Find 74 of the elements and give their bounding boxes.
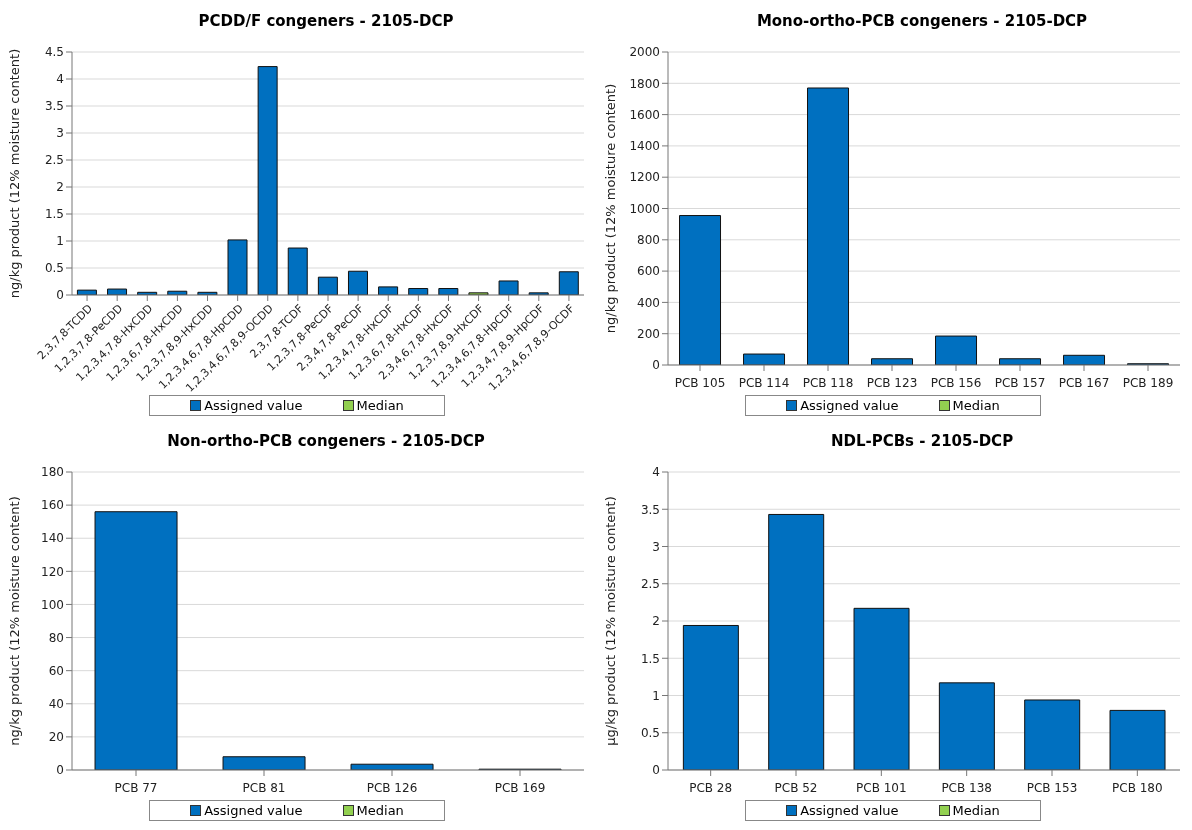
y-tick-label: 4 — [56, 72, 64, 87]
y-tick-label: 3.5 — [640, 502, 660, 517]
y-tick-label: 0.5 — [44, 261, 64, 276]
x-tick-label: PCB 126 — [366, 781, 418, 795]
y-tick-label: 3 — [652, 539, 660, 554]
x-tick-label: PCB 28 — [689, 781, 733, 795]
x-tick-label: PCB 153 — [1026, 781, 1078, 795]
y-tick-label: 0 — [652, 358, 660, 373]
chart-title: Mono-ortho-PCB congeners - 2105-DCP — [755, 11, 1089, 32]
y-tick-label: 120 — [41, 564, 64, 579]
y-tick-label: 1 — [652, 688, 660, 703]
y-tick-label: 60 — [48, 663, 64, 678]
y-tick-label: 800 — [637, 233, 660, 248]
y-tick-label: 1.5 — [640, 651, 660, 666]
y-tick-label: 160 — [41, 498, 64, 513]
x-tick-label: PCB 77 — [114, 781, 158, 795]
y-tick-label: 200 — [637, 326, 660, 341]
y-tick-label: 1000 — [629, 201, 660, 216]
legend-label: Assigned value — [799, 398, 899, 413]
y-tick-label: 0 — [56, 763, 64, 778]
y-axis-title: ng/kg product (12% moisture content) — [602, 83, 618, 334]
x-tick-label: PCB 114 — [738, 376, 790, 390]
chart-title: NDL-PCBs - 2105-DCP — [829, 431, 1015, 452]
y-tick-label: 0 — [652, 763, 660, 778]
y-tick-label: 600 — [637, 264, 660, 279]
x-tick-label: PCB 52 — [774, 781, 818, 795]
y-tick-label: 180 — [41, 465, 64, 480]
y-tick-label: 2.5 — [640, 577, 660, 592]
x-tick-label: PCB 180 — [1112, 781, 1163, 795]
y-tick-label: 3.5 — [44, 99, 64, 114]
y-tick-label: 2 — [56, 180, 64, 195]
y-tick-label: 1200 — [629, 170, 660, 185]
legend-label: Assigned value — [799, 803, 899, 818]
chart-title: PCDD/F congeners - 2105-DCP — [197, 11, 455, 32]
x-tick-label: PCB 105 — [674, 376, 726, 390]
y-axis-title: µg/kg product (12% moisture content) — [602, 496, 618, 746]
y-tick-label: 20 — [48, 730, 64, 745]
y-tick-label: 1.5 — [44, 207, 64, 222]
legend-label: Median — [355, 803, 404, 818]
y-tick-label: 0.5 — [640, 726, 660, 741]
y-tick-label: 2.5 — [44, 153, 64, 168]
legend-label: Median — [951, 398, 1000, 413]
y-tick-label: 100 — [41, 597, 64, 612]
y-tick-label: 80 — [48, 630, 64, 645]
x-tick-label: PCB 189 — [1122, 376, 1174, 390]
legend-label: Median — [951, 803, 1000, 818]
x-tick-label: PCB 138 — [941, 781, 992, 795]
x-tick-label: PCB 101 — [856, 781, 907, 795]
x-tick-label: PCB 118 — [802, 376, 854, 390]
legend-label: Assigned value — [203, 398, 303, 413]
chart-title: Non-ortho-PCB congeners - 2105-DCP — [166, 431, 486, 452]
y-axis-title: ng/kg product (12% moisture content) — [6, 48, 22, 299]
y-tick-label: 2 — [652, 614, 660, 629]
y-tick-label: 1 — [56, 234, 64, 249]
y-tick-label: 400 — [637, 295, 660, 310]
y-tick-label: 1400 — [629, 139, 660, 154]
legend-label: Median — [355, 398, 404, 413]
legend-label: Assigned value — [203, 803, 303, 818]
x-tick-label: PCB 167 — [1058, 376, 1110, 390]
y-tick-label: 3 — [56, 126, 64, 141]
y-axis-title: ng/kg product (12% moisture content) — [6, 496, 22, 746]
y-tick-label: 1600 — [629, 107, 660, 122]
y-tick-label: 2000 — [629, 45, 660, 60]
y-tick-label: 4.5 — [44, 45, 64, 60]
y-tick-label: 4 — [652, 465, 660, 480]
x-tick-label: PCB 81 — [242, 781, 286, 795]
y-tick-label: 140 — [41, 531, 64, 546]
x-tick-label: PCB 169 — [494, 781, 546, 795]
x-tick-label: PCB 156 — [930, 376, 982, 390]
x-tick-label: PCB 123 — [866, 376, 918, 390]
y-tick-label: 1800 — [629, 76, 660, 91]
x-tick-label: PCB 157 — [994, 376, 1046, 390]
y-tick-label: 40 — [48, 697, 64, 712]
y-tick-label: 0 — [56, 288, 64, 303]
